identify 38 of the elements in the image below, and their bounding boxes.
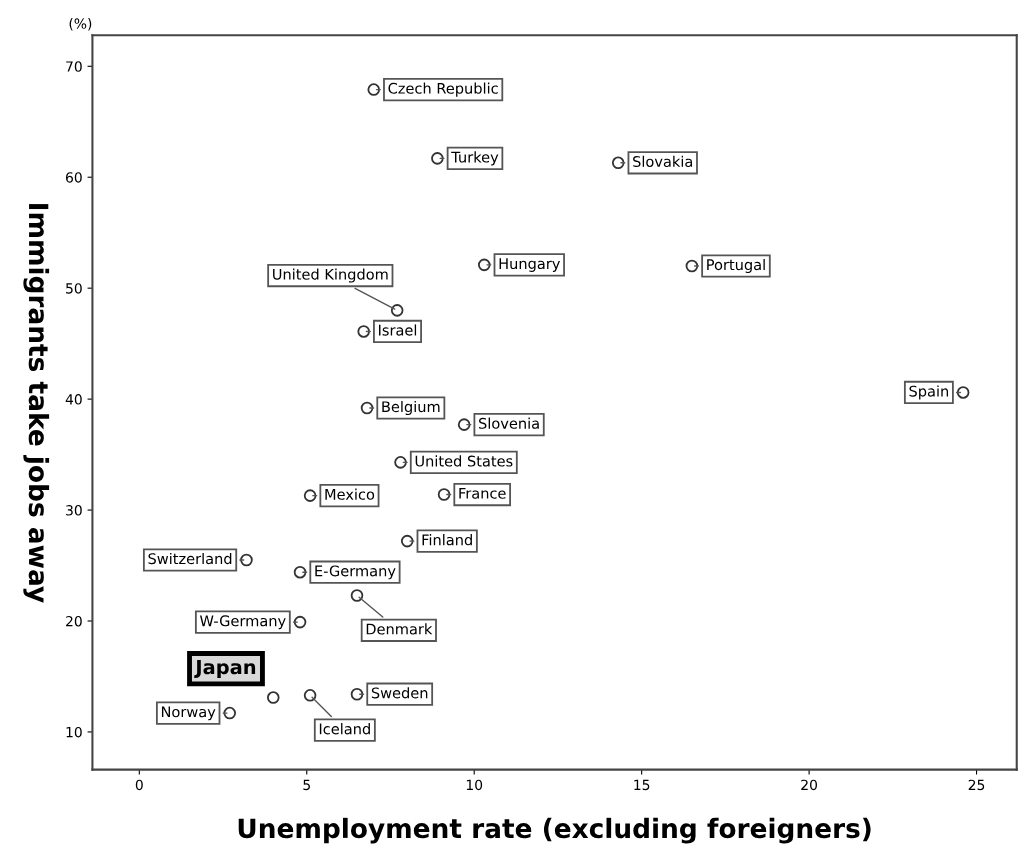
y-tick-label: 60 — [66, 172, 82, 183]
annotation: Iceland — [319, 723, 370, 735]
y-tick-label: 40 — [65, 394, 82, 405]
y-tick-label: 30 — [66, 505, 82, 516]
text: (%) — [69, 18, 92, 31]
annotation: Switzerland — [148, 552, 232, 565]
annotation: Slovakia — [633, 155, 693, 168]
y-tick-label: 70 — [66, 61, 82, 72]
x-axis-title: Unemployment rate (excluding foreigners) — [238, 817, 871, 844]
x-tick-label: 25 — [968, 779, 985, 791]
annotation: United Kingdom — [273, 268, 388, 283]
y-tick-label: 50 — [66, 283, 82, 294]
x-tick-label: 15 — [634, 779, 650, 791]
annotation: United States — [415, 455, 513, 467]
series-label: Japan — [194, 659, 256, 679]
annotation: Portugal — [707, 258, 765, 274]
annotation: Sweden — [371, 687, 428, 699]
annotation: W-Germany — [200, 615, 286, 630]
annotation: Denmark — [366, 623, 433, 635]
annotation: Hungary — [499, 258, 560, 272]
x-tick-label: 10 — [466, 779, 483, 791]
annotation: Mexico — [325, 488, 375, 500]
annotation: Finland — [422, 534, 472, 546]
annotation: Czech Republic — [388, 82, 498, 97]
annotation: Spain — [909, 385, 949, 400]
annotation: E-Germany — [315, 565, 396, 580]
annotation: Turkey — [451, 151, 499, 166]
annotation: Belgium — [382, 400, 440, 416]
annotation: France — [459, 487, 506, 499]
y-tick-label: 10 — [66, 726, 82, 738]
y-axis-title: Immigrants take jobs away — [23, 204, 50, 603]
annotation: Norway — [161, 706, 216, 721]
x-tick-label: 5 — [303, 779, 310, 791]
annotation: Israel — [379, 324, 417, 336]
annotation: Slovenia — [479, 417, 539, 429]
x-tick-label: 20 — [801, 779, 818, 791]
y-tick-label: 20 — [66, 615, 82, 627]
x-tick-label: 0 — [135, 779, 143, 791]
